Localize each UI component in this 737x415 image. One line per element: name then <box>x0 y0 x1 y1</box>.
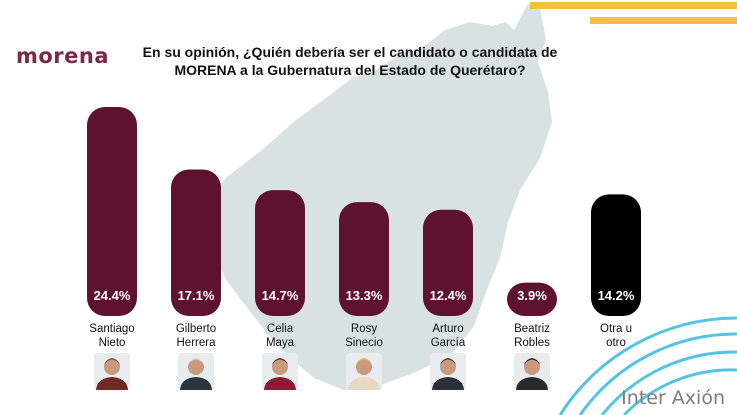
value-label-6: 14.2% <box>598 288 635 303</box>
candidate-photo-2 <box>262 353 298 390</box>
category-label-1-1: Herrera <box>177 337 217 349</box>
category-label-6-1: otro <box>606 337 626 349</box>
photo-body-3 <box>348 377 380 390</box>
morena-logo: morena <box>16 44 110 68</box>
category-label-4-0: Arturo <box>432 323 463 335</box>
value-label-0: 24.4% <box>94 288 131 303</box>
chart-title-line-1: En su opinión, ¿Quién debería ser el can… <box>142 44 558 60</box>
category-label-5-1: Robles <box>514 337 550 349</box>
photo-hair-5 <box>524 358 540 365</box>
category-label-4-1: García <box>431 337 466 349</box>
category-label-0-1: Nieto <box>99 337 126 349</box>
bar-0 <box>87 107 137 316</box>
bar-5 <box>507 282 557 316</box>
bar-6 <box>591 194 641 316</box>
value-label-1: 17.1% <box>178 288 215 303</box>
candidate-photo-1 <box>178 353 214 390</box>
photo-face-3 <box>356 359 372 375</box>
photo-hair-4 <box>440 358 456 365</box>
category-label-2-0: Celia <box>267 323 294 335</box>
category-label-6-0: Otra u <box>600 323 632 335</box>
bar-group: 24.4% Santiago Nieto 17.1% Gilberto Herrera 14… <box>87 107 641 390</box>
bar-2 <box>255 190 305 316</box>
photo-face-4 <box>440 359 456 375</box>
candidate-photo-0 <box>94 353 130 390</box>
photo-body-1 <box>180 377 212 390</box>
photo-body-2 <box>264 377 296 390</box>
category-label-3-0: Rosy <box>351 323 377 335</box>
photo-body-0 <box>96 377 128 390</box>
value-label-5: 3.9% <box>517 288 547 303</box>
photo-hair-2 <box>272 358 288 365</box>
interaxion-logo: Inter Axión <box>621 387 725 409</box>
value-label-2: 14.7% <box>262 288 299 303</box>
accent-stripe-top <box>530 2 737 9</box>
photo-face-1 <box>188 359 204 375</box>
category-label-1-0: Gilberto <box>176 323 216 335</box>
candidate-photo-5 <box>514 353 550 390</box>
category-label-3-1: Sinecio <box>345 337 383 349</box>
candidate-photo-3 <box>346 353 382 390</box>
accent-stripe-bottom <box>590 17 737 24</box>
candidate-photo-4 <box>430 353 466 390</box>
photo-body-4 <box>432 377 464 390</box>
category-label-5-0: Beatriz <box>514 323 550 335</box>
photo-face-2 <box>272 359 288 375</box>
chart-title: En su opinión, ¿Quién debería ser el can… <box>130 43 570 79</box>
category-label-2-1: Maya <box>266 337 295 349</box>
decorative-arcs <box>558 316 737 415</box>
category-label-0-0: Santiago <box>89 323 134 335</box>
photo-hair-1 <box>188 358 204 365</box>
photo-hair-0 <box>104 358 120 365</box>
chart-title-line-2: MORENA a la Gubernatura del Estado de Qu… <box>174 62 526 78</box>
photo-body-5 <box>516 377 548 390</box>
value-label-3: 13.3% <box>346 288 383 303</box>
bar-3 <box>339 202 389 316</box>
photo-face-0 <box>104 359 120 375</box>
photo-hair-3 <box>356 358 372 365</box>
photo-face-5 <box>524 359 540 375</box>
bar-1 <box>171 169 221 316</box>
bar-4 <box>423 209 473 316</box>
value-label-4: 12.4% <box>430 288 467 303</box>
